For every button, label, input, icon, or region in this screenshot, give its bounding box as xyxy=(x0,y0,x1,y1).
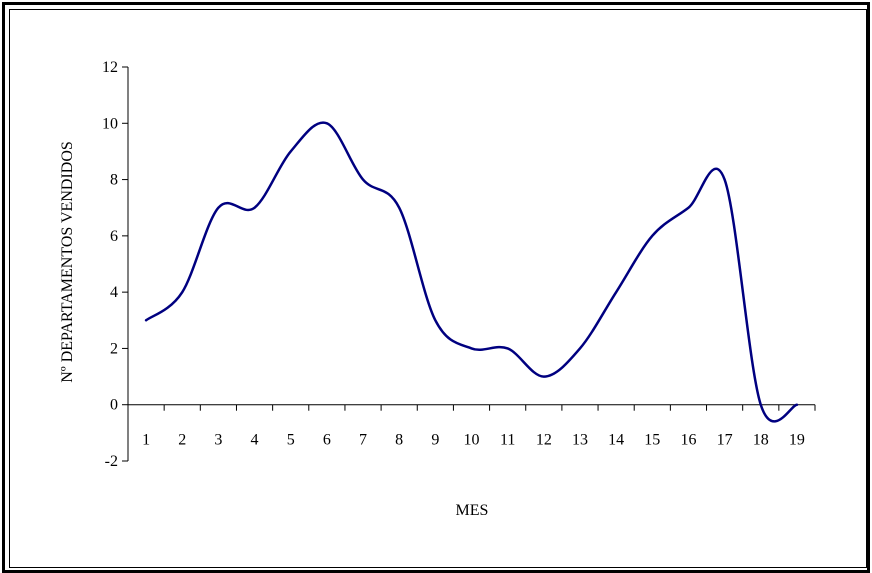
x-axis: 1 2 3 4 5 6 7 8 9 10 11 12 13 14 15 16 17 18 19 xyxy=(127,404,816,449)
series-line xyxy=(144,121,799,423)
x-tick-label: 4 xyxy=(251,432,259,449)
x-tick-label: 1 xyxy=(142,432,150,449)
y-axis-title: Nº DEPARTAMENTOS VENDIDOS xyxy=(59,141,76,383)
x-tick-label: 14 xyxy=(608,432,624,449)
x-tick-label: 8 xyxy=(395,432,403,449)
y-tick-label: 12 xyxy=(102,59,118,76)
y-tick-label: -2 xyxy=(105,453,118,470)
x-tick-label: 12 xyxy=(536,432,552,449)
y-axis: -2 0 2 4 6 8 10 12 xyxy=(102,59,129,470)
x-tick-label: 7 xyxy=(359,432,367,449)
x-tick-label: 11 xyxy=(500,432,515,449)
x-tick-label: 3 xyxy=(214,432,222,449)
x-tick-label: 9 xyxy=(431,432,439,449)
x-tick-label: 13 xyxy=(572,432,588,449)
x-tick-label: 17 xyxy=(717,432,733,449)
x-tick-label: 2 xyxy=(178,432,186,449)
x-tick-label: 19 xyxy=(789,432,805,449)
y-tick-label: 10 xyxy=(102,115,118,132)
x-tick-label: 16 xyxy=(680,432,696,449)
x-tick-label: 10 xyxy=(464,432,480,449)
x-tick-label: 5 xyxy=(287,432,295,449)
x-tick-label: 6 xyxy=(323,432,331,449)
chart-frame-inner xyxy=(9,9,867,568)
y-tick-label: 0 xyxy=(110,397,118,414)
y-tick-label: 2 xyxy=(110,340,118,357)
x-tick-label: 15 xyxy=(644,432,660,449)
series-layer xyxy=(144,121,799,423)
y-tick-label: 6 xyxy=(110,228,118,245)
y-tick-label: 4 xyxy=(110,284,118,301)
x-axis-title: MES xyxy=(456,502,489,519)
y-tick-label: 8 xyxy=(110,172,118,189)
x-tick-label: 18 xyxy=(753,432,769,449)
